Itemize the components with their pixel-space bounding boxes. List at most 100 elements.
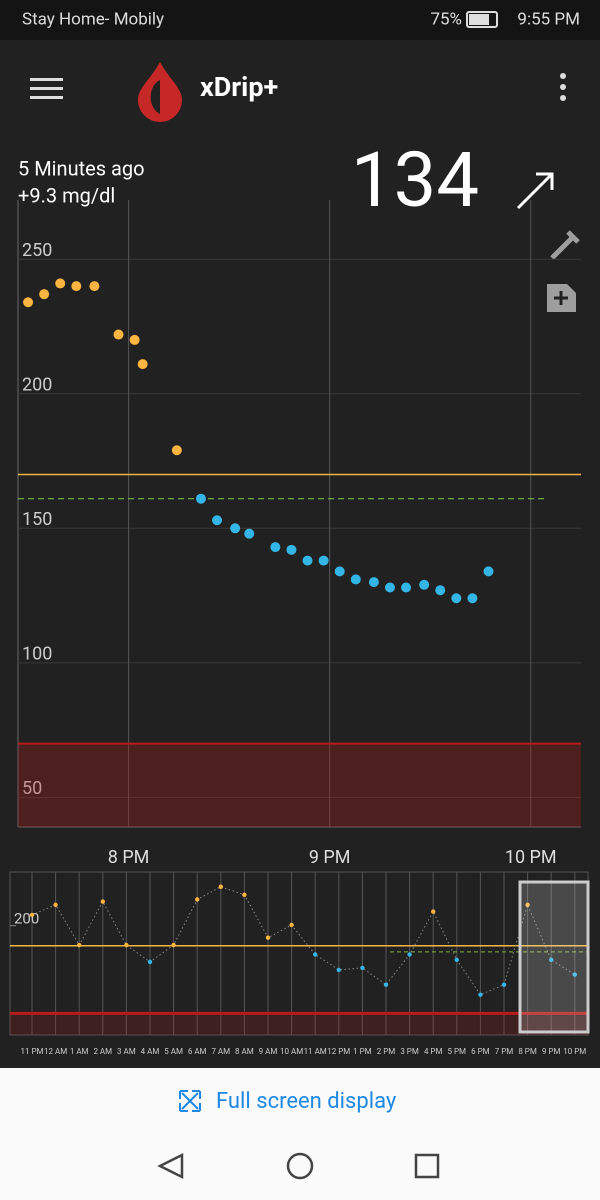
preview-dot — [289, 922, 294, 928]
reading-dot — [23, 297, 34, 308]
y-tick-label: 250 — [22, 240, 52, 261]
y-tick-label: 50 — [22, 778, 42, 799]
nav-recents[interactable] — [414, 1153, 440, 1179]
y-tick-label: 150 — [22, 509, 52, 530]
preview-dot — [407, 952, 412, 957]
x-tick-label: 9 PM — [309, 847, 351, 868]
overflow-menu[interactable] — [560, 73, 566, 101]
app-title: xDrip+ — [200, 71, 278, 103]
reading-dot — [137, 359, 148, 370]
status-bar — [0, 0, 600, 40]
preview-x-label: 10 AM — [280, 1047, 303, 1056]
full-screen-button[interactable]: Full screen display — [179, 1089, 397, 1114]
preview-dot — [313, 952, 318, 957]
reading-dot — [334, 566, 345, 577]
preview-x-label: 12 AM — [44, 1047, 67, 1056]
preview-x-label: 7 AM — [211, 1047, 230, 1056]
reading-dot — [89, 281, 100, 292]
carrier: Stay Home- Mobily — [22, 9, 164, 29]
reading-delta: +9.3 mg/dl — [18, 183, 115, 207]
preview-x-label: 5 PM — [448, 1047, 467, 1056]
preview-dot — [100, 899, 106, 904]
full-screen-icon — [179, 1090, 201, 1112]
preview-x-label: 1 AM — [70, 1047, 89, 1056]
preview-low-area — [10, 1012, 588, 1035]
preview-x-label: 8 AM — [235, 1047, 254, 1056]
preview-x-label: 5 AM — [164, 1047, 183, 1056]
reading-dot — [113, 329, 124, 340]
blood-test-icon[interactable] — [550, 230, 580, 260]
preview-x-label: 10 PM — [563, 1047, 586, 1056]
x-tick-label: 8 PM — [108, 847, 150, 868]
preview-dot — [431, 909, 436, 914]
preview-dot — [265, 935, 271, 940]
footer — [0, 1068, 600, 1200]
preview-dot — [171, 942, 176, 948]
preview-dot — [124, 942, 129, 948]
reading-dot — [467, 593, 478, 604]
reading-dot — [71, 281, 82, 292]
reading-dot — [350, 574, 361, 585]
reading-dot — [435, 585, 446, 596]
preview-x-label: 4 PM — [424, 1047, 443, 1056]
preview-dot — [195, 897, 200, 902]
trend-arrow — [516, 172, 554, 210]
preview-y-label: 200 — [14, 910, 39, 928]
clock: 9:55 PM — [517, 9, 580, 29]
reading-age: 5 Minutes ago — [18, 156, 145, 180]
preview-x-label: 1 PM — [353, 1047, 372, 1056]
reading-dot — [368, 577, 379, 588]
preview-low-band — [10, 1011, 588, 1015]
nav-home[interactable] — [286, 1152, 314, 1180]
preview-x-label: 11 PM — [20, 1047, 43, 1056]
viewport-selector[interactable] — [518, 880, 590, 1034]
app-logo-cut — [150, 80, 160, 114]
reading-dot — [483, 566, 494, 577]
battery-percent: 75% — [430, 9, 462, 29]
preview-dot — [478, 992, 483, 997]
reading-dot — [286, 544, 297, 555]
preview-dot — [549, 957, 554, 963]
nav-back[interactable] — [157, 1152, 184, 1180]
reading-dot — [129, 334, 140, 345]
preview-chart: 11 PM 12 AM 1 AM 2 AM 3 AM 4 AM 5 AM 6 AM 7 AM 8 … — [9, 871, 589, 1056]
preview-dot — [147, 959, 153, 965]
reading-dot — [244, 528, 255, 539]
preview-x-label: 9 PM — [542, 1047, 561, 1056]
preview-dot — [383, 982, 389, 987]
menu-bar — [30, 96, 63, 99]
preview-x-label: 6 AM — [188, 1047, 207, 1056]
glucose-value: 134 — [351, 135, 479, 225]
reading-dot — [195, 493, 206, 504]
note-plus — [554, 291, 568, 305]
preview-x-label: 12 PM — [327, 1047, 350, 1056]
reading-dot — [318, 555, 329, 566]
preview-x-label: 8 PM — [518, 1047, 537, 1056]
y-tick-label: 200 — [22, 375, 52, 396]
preview-dot — [360, 965, 365, 971]
battery-icon — [466, 11, 498, 28]
preview-x-label: 4 AM — [141, 1047, 160, 1056]
reading-dot — [384, 582, 395, 593]
dot — [560, 95, 566, 101]
preview-dot — [572, 972, 577, 977]
reading-dot — [171, 445, 182, 456]
preview-x-label: 7 PM — [495, 1047, 514, 1056]
reading-dot — [401, 582, 412, 593]
reading-dot — [302, 555, 313, 566]
preview-dot — [29, 912, 35, 918]
preview-dot — [77, 942, 82, 948]
x-tick-label: 10 PM — [505, 847, 557, 868]
preview-x-label: 3 PM — [400, 1047, 419, 1056]
low-range-band — [18, 743, 581, 827]
reading-dot — [451, 593, 462, 604]
menu-button[interactable] — [30, 78, 63, 99]
preview-x-label: 9 AM — [259, 1047, 278, 1056]
dot — [560, 73, 566, 79]
preview-dot — [525, 902, 530, 908]
full-screen-label: Full screen display — [216, 1089, 397, 1114]
menu-bar — [30, 87, 63, 90]
reading-dot — [212, 515, 223, 526]
